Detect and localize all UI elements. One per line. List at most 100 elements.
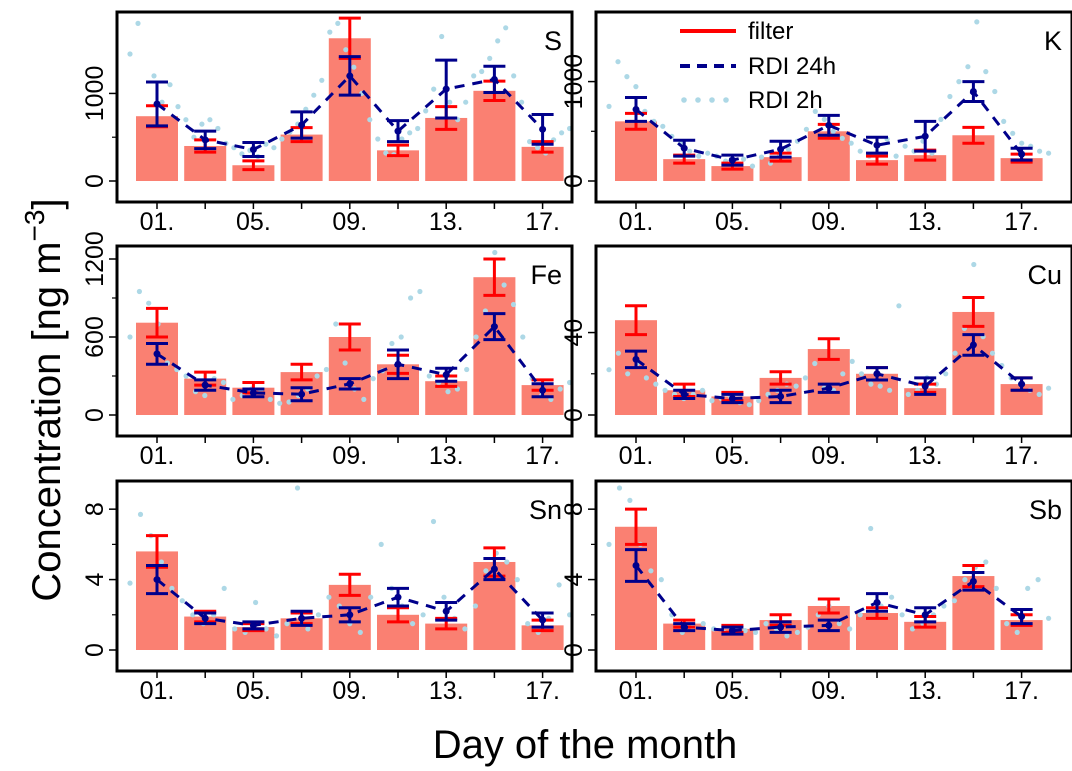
rdi2-point [556,582,562,588]
rdi2-point [169,585,175,592]
rdi2-point [351,64,357,70]
x-tick-label: 17. [1004,677,1039,705]
rdi2-point [410,621,416,627]
rdi2-point [840,371,846,377]
rdi2-point [1046,615,1052,621]
rdi24-point [632,355,640,363]
rdi2-point [902,143,908,149]
legend-rdi2-swatch [723,97,729,103]
rdi2-point [909,626,916,632]
rdi24-point [346,611,354,619]
rdi2-point [501,282,507,288]
x-tick-label: 05. [715,208,750,236]
rdi2-point [398,334,404,340]
rdi2-point [514,577,520,583]
rdi2-point [962,577,968,583]
legend: filter RDI 24h RDI 2h [680,18,836,114]
rdi2-point [615,350,622,356]
rdi24-point [346,380,354,388]
rdi2-point [441,594,447,600]
x-tick-label: 05. [236,442,271,470]
rdi2-point [294,485,301,491]
filter-errorbar [338,572,361,597]
rdi2-point [696,153,702,159]
x-tick-label: 13. [429,442,464,470]
rdi2-point [746,402,752,408]
rdi2-point [705,150,711,156]
x-tick-label: 17. [525,208,560,236]
panel-element-label: Fe [530,260,562,290]
x-tick-label: 09. [811,208,846,236]
x-tick-label: 09. [332,677,367,705]
rdi2-point [643,375,650,381]
y-tick-label: 1000 [560,54,588,110]
rdi24-point [825,121,833,129]
rdi2-point [525,621,531,627]
x-tick-label: 13. [429,208,464,236]
rdi2-point [653,381,659,387]
rdi2-point [947,93,953,100]
bar [952,311,995,415]
rdi24-point [777,392,785,400]
y-tick-label: 1200 [81,231,109,287]
rdi2-point [857,612,863,618]
rdi2-point [326,594,332,600]
rdi2-point [167,82,173,88]
rdi2-point [633,84,639,90]
x-tick-label: 01. [140,208,175,236]
rdi24-point [680,623,688,631]
rdi2-point [220,379,227,386]
rdi24-point [969,341,977,349]
rdi2-point [408,295,414,301]
bar [473,90,516,181]
x-tick-label: 13. [908,677,943,705]
panel-element-label: K [1044,26,1062,56]
x-tick-label: 17. [1004,442,1039,470]
rdi2-point [700,621,706,627]
rdi24-point [728,395,736,403]
plot-area [606,261,1052,415]
x-tick-label: 01. [619,208,654,236]
legend-label: RDI 2h [748,87,823,114]
rdi2-point [199,121,205,127]
rdi2-point [624,74,630,80]
rdi24-point [825,384,833,392]
filter-errorbar [817,337,840,361]
panel-frame [594,479,1072,673]
rdi2-point [993,585,999,592]
panel-s: 01. 05. 09. 13. 17. 0 1000 S [81,10,574,236]
rdi2-point [965,64,971,70]
rdi2-point [127,51,133,57]
panel-element-label: Cu [1027,260,1062,290]
rdi2-point [215,125,221,132]
legend-rdi2-swatch [681,97,687,103]
plot-area [127,249,572,415]
rdi24-point [153,350,161,358]
y-axis-label-sup: −3 [19,209,50,241]
x-tick-label: 05. [236,677,271,705]
rdi2-point [314,373,320,379]
rdi2-point [232,626,238,632]
rdi2-point [615,59,621,65]
x-axis-label: Day of the month [433,723,738,767]
rdi2-point [1046,385,1052,391]
y-tick-label: 1000 [81,66,109,122]
rdi2-point [136,288,142,295]
rdi2-point [417,288,423,295]
rdi2-point [510,301,517,308]
rdi2-point [992,88,998,95]
filter-errorbar [962,125,985,145]
rdi2-point [830,128,836,134]
rdi24-point [442,371,450,379]
rdi24-point [921,132,929,140]
rdi2-point [606,367,612,373]
panel-cu: 01. 05. 09. 13. 17. 0 40 Cu [560,244,1072,470]
rdi24-point [249,389,257,397]
rdi2-point [616,485,623,491]
rdi2-point [952,350,958,356]
rdi2-point [319,77,325,83]
x-tick-label: 01. [140,442,175,470]
rdi2-point [941,603,947,609]
rdi2-point [749,163,756,169]
